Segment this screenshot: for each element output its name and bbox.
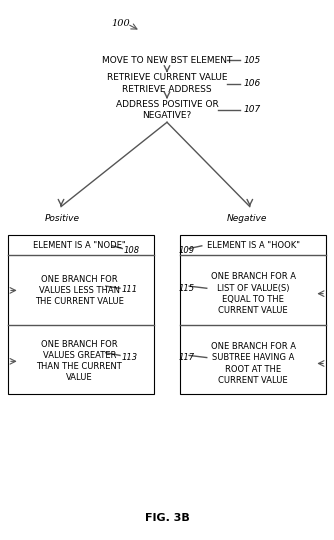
Text: FIG. 3B: FIG. 3B bbox=[145, 513, 189, 523]
Text: 109: 109 bbox=[179, 246, 195, 255]
Text: ONE BRANCH FOR
VALUES GREATER
THAN THE CURRENT
VALUE: ONE BRANCH FOR VALUES GREATER THAN THE C… bbox=[36, 340, 122, 382]
Text: ELEMENT IS A "HOOK": ELEMENT IS A "HOOK" bbox=[207, 241, 300, 251]
Text: ONE BRANCH FOR A
LIST OF VALUE(S)
EQUAL TO THE
CURRENT VALUE: ONE BRANCH FOR A LIST OF VALUE(S) EQUAL … bbox=[211, 273, 296, 315]
Text: 111: 111 bbox=[121, 285, 137, 294]
Text: 117: 117 bbox=[179, 353, 195, 362]
Text: Positive: Positive bbox=[45, 214, 80, 223]
FancyBboxPatch shape bbox=[180, 235, 326, 394]
Text: ONE BRANCH FOR A
SUBTREE HAVING A
ROOT AT THE
CURRENT VALUE: ONE BRANCH FOR A SUBTREE HAVING A ROOT A… bbox=[211, 342, 296, 384]
Text: Negative: Negative bbox=[226, 214, 267, 223]
FancyBboxPatch shape bbox=[8, 235, 154, 394]
Text: 108: 108 bbox=[124, 246, 140, 255]
Text: 115: 115 bbox=[179, 284, 195, 293]
Text: 107: 107 bbox=[243, 105, 261, 114]
Text: 100: 100 bbox=[111, 19, 130, 29]
Text: 105: 105 bbox=[243, 56, 261, 65]
Text: ONE BRANCH FOR
VALUES LESS THAN
THE CURRENT VALUE: ONE BRANCH FOR VALUES LESS THAN THE CURR… bbox=[35, 275, 124, 306]
Text: RETRIEVE CURRENT VALUE
RETRIEVE ADDRESS: RETRIEVE CURRENT VALUE RETRIEVE ADDRESS bbox=[107, 73, 227, 94]
Text: 113: 113 bbox=[121, 353, 137, 362]
Text: ELEMENT IS A "NODE": ELEMENT IS A "NODE" bbox=[33, 241, 126, 251]
Text: MOVE TO NEW BST ELEMENT: MOVE TO NEW BST ELEMENT bbox=[102, 56, 232, 65]
Text: ADDRESS POSITIVE OR
NEGATIVE?: ADDRESS POSITIVE OR NEGATIVE? bbox=[116, 99, 218, 120]
Text: 106: 106 bbox=[243, 79, 261, 88]
